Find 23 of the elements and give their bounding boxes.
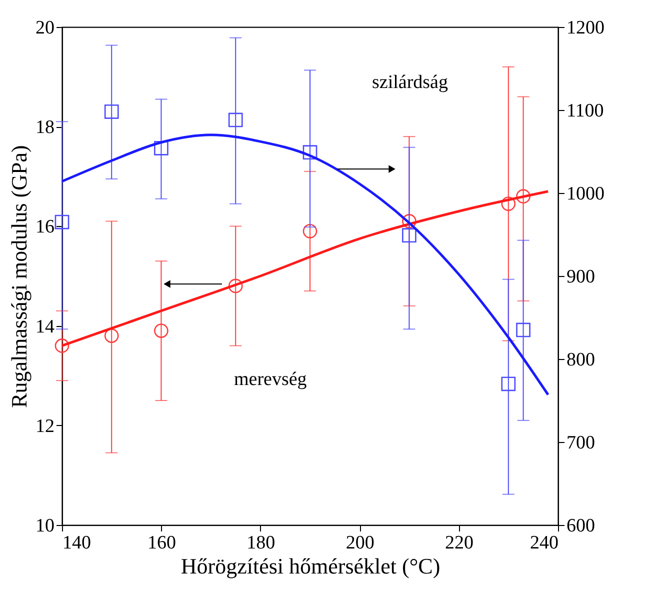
y2-tick-label: 1200	[566, 18, 604, 38]
annotation: merevség	[234, 369, 308, 390]
y2-tick-label: 600	[566, 516, 595, 536]
y-axis-title: Rugalmassági modulus (GPa)	[6, 145, 32, 408]
x-tick-label: 140	[62, 532, 91, 554]
y2-tick-label: 800	[566, 350, 595, 370]
y-tick-label: 20	[36, 18, 54, 38]
x-axis-title: Hőrögzítési hőmérséklet (°C)	[180, 554, 440, 578]
x-tick-label: 240	[530, 532, 558, 554]
y2-tick-label: 1100	[566, 100, 604, 122]
y2-tick-label: 1000	[566, 184, 604, 204]
y2-tick-label: 900	[566, 266, 595, 288]
annotation: szilárdság	[372, 72, 448, 93]
x-tick-label: 220	[445, 532, 474, 554]
y-tick-label: 16	[36, 216, 54, 238]
y-tick-label: 12	[36, 416, 54, 437]
x-tick-label: 160	[147, 532, 176, 554]
y-tick-label: 10	[36, 516, 54, 536]
y2-tick-label: 700	[566, 432, 595, 454]
y-tick-label: 14	[36, 316, 55, 338]
x-tick-label: 180	[246, 532, 276, 554]
x-tick-label: 200	[346, 532, 374, 554]
y-tick-label: 18	[36, 117, 54, 138]
